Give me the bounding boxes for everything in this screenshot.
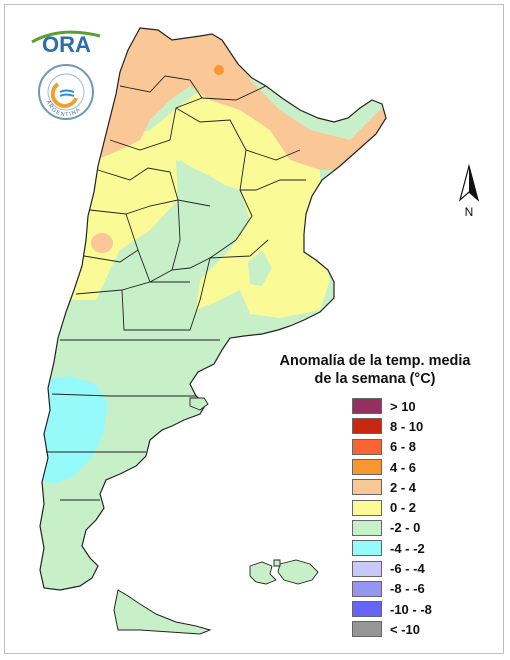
- legend: Anomalía de la temp. media de la semana …: [270, 352, 490, 640]
- legend-items: > 10 8 - 10 6 - 8 4 - 6 2 - 4 0 - 2 -2 -…: [352, 396, 490, 640]
- zone-warm-north: [90, 28, 386, 170]
- legend-label: -8 - -6: [390, 581, 425, 597]
- smn-logo: ARGENTINA: [38, 64, 94, 120]
- legend-item: > 10: [352, 396, 490, 416]
- zone-cool-east: [248, 250, 272, 286]
- legend-swatch: [352, 601, 382, 618]
- legend-label: 2 - 4: [390, 479, 417, 495]
- legend-label: 4 - 6: [390, 459, 417, 475]
- legend-label: -2 - 0: [390, 520, 421, 536]
- legend-label: > 10: [390, 398, 416, 414]
- legend-swatch: [352, 519, 382, 536]
- legend-label: 6 - 8: [390, 439, 417, 455]
- province-borders: [46, 75, 306, 501]
- zone-cold: [40, 376, 108, 484]
- zone-cool-center: [170, 160, 246, 270]
- legend-item: -8 - -6: [352, 579, 490, 599]
- legend-swatch: [352, 560, 382, 577]
- legend-item: -2 - 0: [352, 518, 490, 538]
- legend-title-line1: Anomalía de la temp. media: [279, 353, 471, 369]
- legend-swatch: [352, 398, 382, 415]
- legend-swatch: [352, 459, 382, 476]
- tierra-del-fuego: [113, 589, 212, 635]
- legend-label: -6 - -4: [390, 561, 425, 577]
- legend-swatch: [352, 479, 382, 496]
- legend-item: 8 - 10: [352, 416, 490, 436]
- legend-label: -4 - -2: [390, 540, 425, 556]
- zone-hot-spot: [214, 65, 224, 75]
- legend-item: 0 - 2: [352, 497, 490, 517]
- legend-item: 6 - 8: [352, 437, 490, 457]
- legend-swatch: [352, 540, 382, 557]
- north-arrow: N: [458, 163, 480, 219]
- legend-swatch: [352, 499, 382, 516]
- ora-logo: ORA: [31, 30, 101, 57]
- legend-item: -6 - -4: [352, 558, 490, 578]
- legend-item: 4 - 6: [352, 457, 490, 477]
- ora-logo-text: ORA: [42, 32, 91, 57]
- legend-item: -4 - -2: [352, 538, 490, 558]
- legend-item: -10 - -8: [352, 599, 490, 619]
- legend-item: < -10: [352, 619, 490, 639]
- legend-label: -10 - -8: [390, 601, 432, 617]
- zone-warm-west-spot: [91, 233, 113, 253]
- legend-swatch: [352, 418, 382, 435]
- legend-swatch: [352, 438, 382, 455]
- malvinas-islands: [249, 559, 319, 585]
- north-arrow-label: N: [465, 205, 474, 219]
- legend-swatch: [352, 621, 382, 638]
- legend-label: 0 - 2: [390, 500, 417, 516]
- legend-label: < -10: [390, 621, 420, 637]
- peninsula-valdes: [189, 397, 209, 411]
- legend-title-line2: de la semana (°C): [314, 371, 436, 387]
- legend-swatch: [352, 580, 382, 597]
- legend-item: 2 - 4: [352, 477, 490, 497]
- legend-label: 8 - 10: [390, 418, 424, 434]
